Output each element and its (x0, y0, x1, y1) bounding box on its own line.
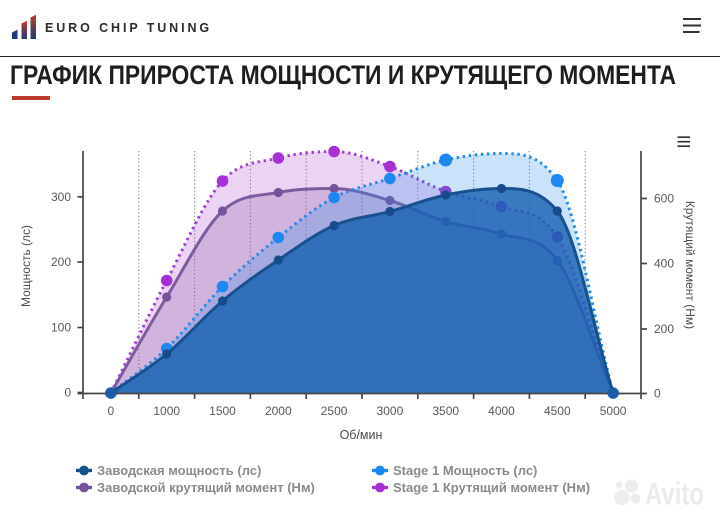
svg-text:Мощность (лс): Мощность (лс) (19, 225, 33, 307)
svg-text:0: 0 (654, 387, 661, 401)
svg-text:3000: 3000 (377, 404, 404, 418)
svg-text:200: 200 (51, 255, 71, 269)
svg-text:600: 600 (654, 192, 674, 206)
svg-text:300: 300 (51, 190, 71, 204)
svg-text:200: 200 (654, 322, 674, 336)
svg-text:1000: 1000 (153, 404, 180, 418)
svg-text:ГРАФИК ПРИРОСТА МОЩНОСТИ И КРУ: ГРАФИК ПРИРОСТА МОЩНОСТИ И КРУТЯЩЕГО МОМ… (10, 60, 676, 90)
svg-text:400: 400 (654, 257, 674, 271)
svg-text:Крутящий момент (Нм): Крутящий момент (Нм) (683, 201, 697, 329)
svg-text:Avito: Avito (645, 476, 704, 512)
svg-text:Об/мин: Об/мин (340, 428, 383, 442)
svg-text:100: 100 (51, 321, 71, 335)
svg-text:2500: 2500 (321, 404, 348, 418)
svg-text:4500: 4500 (544, 404, 571, 418)
svg-text:3500: 3500 (432, 404, 459, 418)
svg-text:4000: 4000 (488, 404, 515, 418)
svg-text:0: 0 (108, 404, 115, 418)
svg-text:2000: 2000 (265, 404, 292, 418)
svg-text:5000: 5000 (600, 404, 627, 418)
svg-text:0: 0 (64, 386, 71, 400)
svg-text:1500: 1500 (209, 404, 236, 418)
